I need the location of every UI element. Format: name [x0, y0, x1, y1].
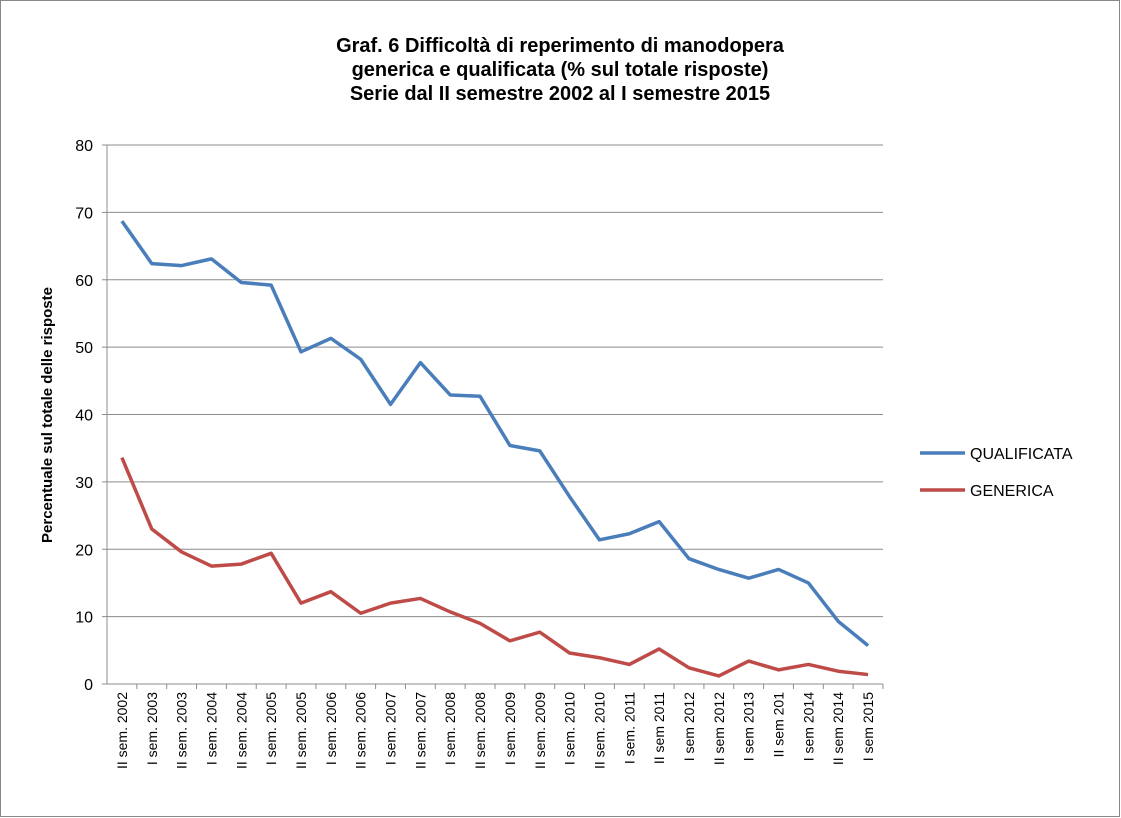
y-axis-label: Percentuale sul totale delle risposte — [39, 287, 56, 543]
x-tick-label: I sem 2014 — [800, 692, 816, 761]
y-tick-label: 20 — [75, 542, 93, 559]
y-tick-label: 0 — [84, 677, 93, 694]
series-line — [120, 220, 870, 647]
x-tick-label: II sem. 2003 — [174, 692, 190, 769]
y-tick-label: 40 — [75, 408, 93, 425]
title-line: Serie dal II semestre 2002 al I semestre… — [350, 83, 770, 105]
x-tick-label: I sem 2015 — [860, 692, 876, 761]
x-tick-label: II sem 2012 — [711, 692, 727, 765]
x-tick-label: II sem. 2007 — [412, 692, 428, 769]
y-tick-label: 50 — [75, 340, 93, 357]
x-tick-label: II sem. 2010 — [591, 692, 607, 769]
x-tick-label: II sem. 2006 — [353, 692, 369, 769]
x-tick-label: I sem. 2010 — [562, 692, 578, 765]
y-tick-label: 70 — [75, 205, 93, 222]
x-tick-label: II sem 201 — [771, 692, 787, 758]
x-tick-label: I sem 2013 — [741, 692, 757, 761]
title-line: Graf. 6 Difficoltà di reperimento di man… — [336, 35, 785, 57]
x-tick-label: I sem. 2005 — [263, 692, 279, 765]
y-tick-label: 30 — [75, 475, 93, 492]
x-tick-label: I sem. 2011 — [621, 692, 637, 764]
x-tick-label: I sem. 2009 — [502, 692, 518, 765]
x-tick-label: II sem. 2008 — [472, 692, 488, 769]
legend-label: GENERICA — [970, 483, 1054, 500]
x-tick-label: I sem. 2003 — [144, 692, 160, 765]
x-tick-label: II sem. 2002 — [114, 692, 130, 769]
x-tick-label: II sem. 2009 — [532, 692, 548, 769]
x-tick-label: I sem. 2008 — [442, 692, 458, 765]
x-tick-label: I sem. 2006 — [323, 692, 339, 765]
x-tick-label: II sem. 2005 — [293, 692, 309, 769]
x-tick-label: I sem 2012 — [681, 692, 697, 761]
title-line: generica e qualificata (% sul totale ris… — [352, 59, 769, 81]
y-tick-label: 80 — [75, 138, 93, 155]
chart-title: Graf. 6 Difficoltà di reperimento di man… — [336, 35, 785, 105]
x-tick-label: I sem. 2004 — [203, 692, 219, 765]
y-tick-label: 60 — [75, 273, 93, 290]
x-tick-label: II sem 2011 — [651, 692, 667, 764]
series-line — [120, 456, 869, 678]
x-tick-label: II sem. 2004 — [233, 692, 249, 769]
y-tick-label: 10 — [75, 610, 93, 627]
x-tick-label: I sem. 2007 — [383, 692, 399, 765]
legend-label: QUALIFICATA — [970, 446, 1073, 463]
x-tick-label: II sem 2014 — [830, 692, 846, 765]
